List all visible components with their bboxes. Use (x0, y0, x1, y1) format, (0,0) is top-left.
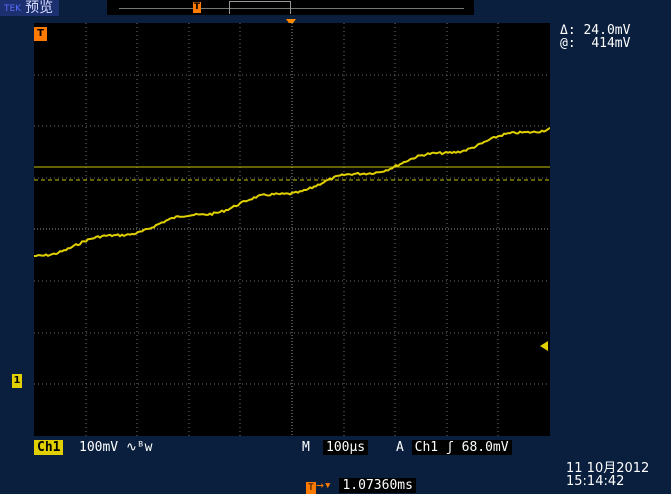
acquisition-mode: TEK 预览 (0, 0, 60, 16)
trigger-mode: A (396, 440, 404, 455)
at-symbol: @: (560, 36, 576, 51)
trigger-level: 68.0mV (461, 440, 509, 455)
top-bar: TEK 预览 T (0, 0, 671, 17)
ch1-ground-marker[interactable]: 1 (12, 374, 22, 388)
trigger-t-icon: T (34, 27, 47, 41)
ch1-trace (34, 126, 550, 258)
timebase-prefix: M (302, 440, 310, 455)
timebase-value: 100µs (323, 440, 369, 455)
at-value: 414mV (591, 36, 631, 51)
trigger-delay-value: 1.07360ms (339, 478, 416, 493)
date: 11 10月2012 (566, 461, 650, 476)
trigger-delay-icon: T (306, 482, 316, 494)
timestamp: 11 10月2012 15:14:42 (566, 462, 649, 488)
graticule (34, 23, 550, 436)
ch1-scale: 100mV ∿ᴮw (79, 440, 153, 455)
trigger-point-icon (286, 19, 296, 26)
record-window (229, 1, 291, 14)
delta-symbol: Δ: (560, 23, 576, 38)
waveform-display (34, 23, 550, 436)
mode-label: 预览 (25, 0, 54, 16)
ch1-label[interactable]: Ch1 (34, 440, 64, 455)
trigger-position-icon: T (193, 2, 201, 13)
trigger-summary: A Ch1 ʃ 68.0mV (396, 440, 512, 455)
trigger-level-icon[interactable] (540, 341, 548, 351)
trigger-source: Ch1 (414, 440, 439, 455)
grid-lines (34, 23, 550, 436)
mode-tag: TEK (4, 4, 22, 14)
record-line (119, 8, 464, 9)
time: 15:14:42 (566, 474, 625, 489)
trigger-delay: T →▾ 1.07360ms (306, 478, 416, 494)
record-view-strip: T (107, 0, 474, 15)
center-axes (34, 23, 550, 436)
trigger-slope-icon: ʃ (445, 440, 454, 455)
delta-value: 24.0mV (583, 23, 631, 38)
cursor-readout: Δ: 24.0mV @: 414mV (560, 24, 630, 50)
